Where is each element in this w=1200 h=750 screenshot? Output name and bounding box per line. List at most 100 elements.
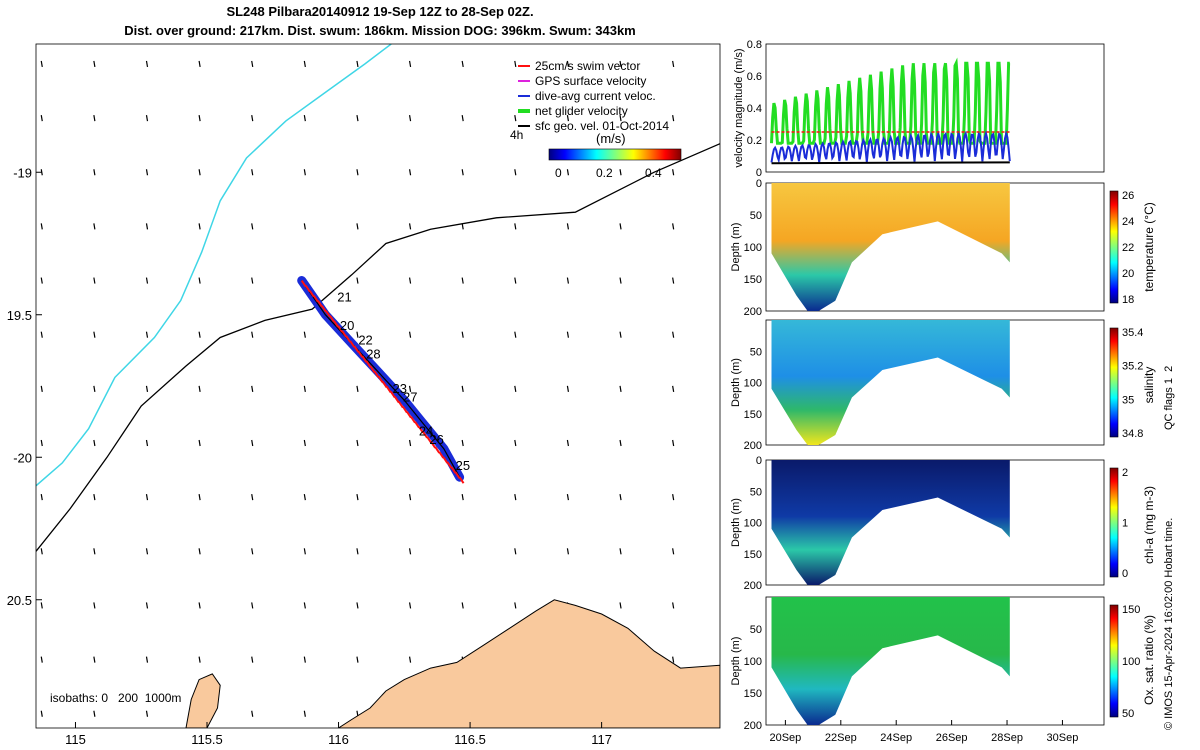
geo-arrow bbox=[303, 60, 306, 68]
geo-arrow bbox=[145, 115, 149, 122]
day-label: 25 bbox=[456, 458, 470, 473]
geo-arrow bbox=[566, 169, 570, 176]
geo-arrow bbox=[93, 277, 96, 284]
heatmap-data-area bbox=[771, 320, 1010, 445]
geo-arrow bbox=[672, 439, 675, 447]
velocity-ytick-label: 0.6 bbox=[747, 71, 762, 83]
geo-arrow bbox=[408, 60, 412, 68]
colorbar-tick-label: 0 bbox=[1122, 568, 1128, 580]
geo-arrow bbox=[566, 331, 570, 338]
geo-arrow bbox=[356, 115, 359, 122]
geo-arrow bbox=[725, 657, 726, 663]
heatmap-ytick-label: 150 bbox=[744, 409, 762, 421]
geo-arrow bbox=[251, 602, 254, 609]
colorbar-tick-label: 2 bbox=[1122, 467, 1128, 479]
map-ticks: 115 115.5 116 116.5 117 -19 19.5 -20 20.5 bbox=[7, 165, 612, 747]
geo-arrow bbox=[514, 439, 517, 447]
heatmap-colorbar bbox=[1109, 190, 1119, 304]
geo-arrow bbox=[198, 169, 201, 176]
swim-vector bbox=[361, 355, 368, 363]
geo-arrow bbox=[145, 385, 149, 392]
swim-vector bbox=[304, 285, 311, 293]
geo-arrow bbox=[461, 494, 464, 501]
map-xtick-label: 116.5 bbox=[454, 732, 486, 747]
heatmap-ytick-label: 100 bbox=[744, 242, 762, 254]
geo-arrow bbox=[303, 439, 306, 447]
geo-arrow bbox=[251, 331, 254, 338]
map-ytick-label: 19.5 bbox=[7, 308, 32, 323]
geo-arrow bbox=[198, 656, 201, 663]
geo-arrow bbox=[93, 385, 96, 392]
geo-arrow bbox=[461, 223, 464, 230]
geo-arrow bbox=[461, 169, 464, 176]
footer-timestamp: © IMOS 15-Apr-2024 16:02:00 Hobart time. bbox=[1163, 517, 1175, 730]
geo-arrow bbox=[40, 60, 43, 68]
legend-entry: dive-avg current veloc. bbox=[535, 89, 656, 103]
geo-arrow bbox=[619, 494, 622, 501]
geo-arrow bbox=[198, 602, 201, 609]
heatmap-ytick-label: 50 bbox=[750, 346, 762, 358]
geo-arrow bbox=[40, 548, 43, 555]
geo-arrow bbox=[93, 439, 96, 447]
geo-arrow bbox=[725, 602, 726, 608]
geo-arrow bbox=[40, 115, 43, 122]
geo-arrow bbox=[672, 656, 675, 663]
swim-vector bbox=[406, 411, 412, 419]
geo-arrow bbox=[40, 602, 43, 609]
colorbar-tick-0: 0 bbox=[555, 166, 562, 180]
geo-arrow bbox=[461, 602, 464, 609]
geo-arrow bbox=[461, 548, 464, 555]
time-xtick-label: 26Sep bbox=[936, 732, 968, 744]
geo-arrow bbox=[251, 60, 254, 68]
heatmap-ytick-label: 0 bbox=[756, 178, 762, 190]
isobath-200m bbox=[36, 143, 720, 552]
geo-arrow bbox=[198, 223, 201, 230]
geo-arrow bbox=[619, 548, 622, 555]
geo-arrow bbox=[725, 61, 726, 67]
heatmap-colorbar bbox=[1109, 327, 1119, 438]
geo-arrow bbox=[566, 548, 570, 555]
swim-vector bbox=[446, 461, 453, 469]
geo-arrow bbox=[514, 115, 517, 122]
heatmap-colorbar bbox=[1109, 604, 1119, 718]
geo-arrow bbox=[93, 223, 96, 230]
heatmap-ytick-label: 200 bbox=[744, 306, 762, 318]
day-label: 20 bbox=[340, 318, 354, 333]
swim-vector bbox=[349, 340, 356, 348]
geo-arrow bbox=[93, 169, 96, 176]
geo-arrow bbox=[408, 548, 412, 555]
colorbar-tick-label: 35.4 bbox=[1122, 327, 1143, 339]
heatmap-ylabel: Depth (m) bbox=[730, 358, 742, 407]
geo-arrow bbox=[145, 548, 149, 555]
geo-arrow bbox=[145, 439, 149, 447]
heatmap-data-area bbox=[771, 597, 1010, 725]
colorbar-tick-label: 24 bbox=[1122, 216, 1134, 228]
heatmap-ytick-label: 100 bbox=[744, 656, 762, 668]
swim-vector bbox=[398, 401, 404, 409]
swim-vector bbox=[438, 451, 445, 459]
geo-arrow bbox=[672, 277, 675, 284]
swim-vector bbox=[377, 375, 384, 383]
swim-vector bbox=[410, 416, 416, 424]
day-label: 22 bbox=[358, 332, 372, 347]
geo-arrow bbox=[619, 602, 622, 609]
map-axes-box bbox=[35, 43, 721, 729]
speed-colorbar bbox=[548, 148, 682, 161]
swim-vector bbox=[418, 426, 424, 434]
geo-arrow bbox=[93, 60, 96, 68]
geo-arrow bbox=[408, 277, 412, 284]
swim-vector bbox=[385, 385, 392, 393]
geo-arrow bbox=[303, 169, 306, 176]
geo-arrow bbox=[725, 386, 726, 392]
geo-arrow bbox=[672, 115, 675, 122]
time-xtick-label: 20Sep bbox=[769, 732, 801, 744]
geo-arrow bbox=[514, 602, 517, 609]
swim-vector bbox=[450, 466, 457, 474]
geo-arrow bbox=[725, 278, 726, 284]
geo-arrow bbox=[356, 60, 359, 68]
geo-arrow bbox=[198, 331, 201, 338]
geo-arrow bbox=[145, 602, 149, 609]
